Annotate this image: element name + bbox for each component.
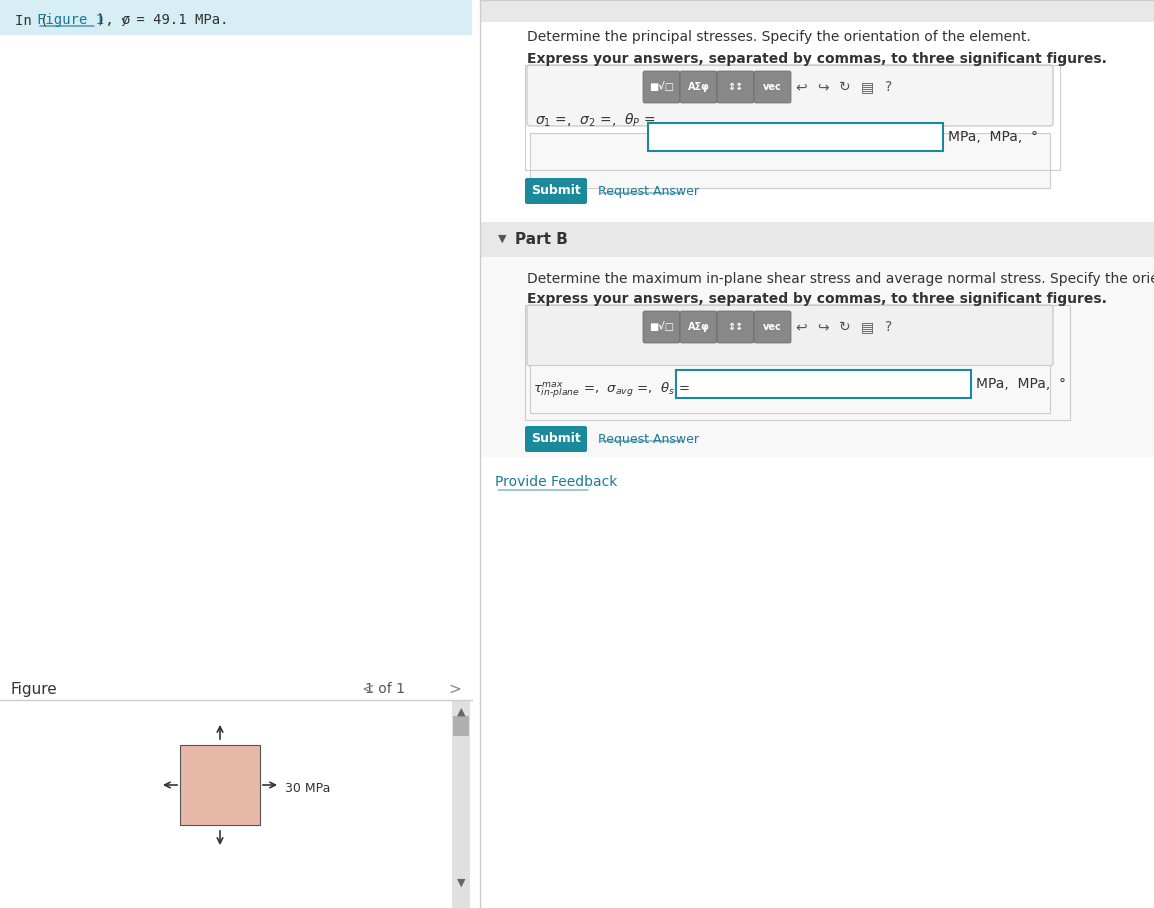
Text: Express your answers, separated by commas, to three significant figures.: Express your answers, separated by comma… <box>527 52 1107 66</box>
Text: Determine the principal stresses. Specify the orientation of the element.: Determine the principal stresses. Specif… <box>527 30 1031 44</box>
FancyBboxPatch shape <box>454 716 469 736</box>
Text: ▼: ▼ <box>499 234 507 244</box>
FancyBboxPatch shape <box>480 222 1154 257</box>
Text: In (: In ( <box>15 13 48 27</box>
Text: ↪: ↪ <box>817 320 829 334</box>
FancyBboxPatch shape <box>527 305 1052 366</box>
Text: Part B: Part B <box>515 232 568 247</box>
Text: <: < <box>361 682 374 697</box>
FancyBboxPatch shape <box>525 178 587 204</box>
Text: Provide Feedback: Provide Feedback <box>495 475 617 489</box>
Text: Determine the maximum in-plane shear stress and average normal stress. Specify t: Determine the maximum in-plane shear str… <box>527 272 1154 286</box>
Text: >: > <box>449 682 462 697</box>
FancyBboxPatch shape <box>643 311 680 343</box>
FancyBboxPatch shape <box>530 133 1050 188</box>
Text: ↩: ↩ <box>795 80 807 94</box>
Text: Submit: Submit <box>531 184 580 198</box>
Text: 30 MPa: 30 MPa <box>285 783 330 795</box>
Text: ↻: ↻ <box>839 80 850 94</box>
FancyBboxPatch shape <box>676 370 971 398</box>
Text: vec: vec <box>763 82 782 92</box>
FancyBboxPatch shape <box>754 311 790 343</box>
Text: Request Answer: Request Answer <box>598 184 699 198</box>
Text: ▤: ▤ <box>861 320 874 334</box>
Text: ⇕↕: ⇕↕ <box>727 82 743 92</box>
FancyBboxPatch shape <box>480 0 1154 22</box>
Text: ↻: ↻ <box>839 320 850 334</box>
FancyBboxPatch shape <box>480 257 1154 457</box>
FancyBboxPatch shape <box>527 65 1052 126</box>
FancyBboxPatch shape <box>525 426 587 452</box>
Text: Figure: Figure <box>10 682 57 697</box>
Text: ■√□: ■√□ <box>649 322 674 332</box>
FancyBboxPatch shape <box>530 365 1050 413</box>
Text: AΣφ: AΣφ <box>688 322 710 332</box>
Text: Figure 1: Figure 1 <box>37 13 104 27</box>
Text: MPa,  MPa,  °: MPa, MPa, ° <box>976 377 1066 391</box>
Text: ▲: ▲ <box>457 707 465 717</box>
Text: ), σ: ), σ <box>97 13 130 27</box>
FancyBboxPatch shape <box>649 123 943 151</box>
Text: Express your answers, separated by commas, to three significant figures.: Express your answers, separated by comma… <box>527 292 1107 306</box>
Text: y: y <box>120 16 127 26</box>
Text: MPa,  MPa,  °: MPa, MPa, ° <box>947 130 1037 144</box>
Text: ■√□: ■√□ <box>649 82 674 92</box>
FancyBboxPatch shape <box>452 700 470 908</box>
Text: 1 of 1: 1 of 1 <box>365 682 405 696</box>
Text: ▼: ▼ <box>457 878 465 888</box>
FancyBboxPatch shape <box>643 71 680 103</box>
FancyBboxPatch shape <box>680 311 717 343</box>
Text: ▤: ▤ <box>861 80 874 94</box>
Text: Submit: Submit <box>531 432 580 446</box>
Text: ↩: ↩ <box>795 320 807 334</box>
FancyBboxPatch shape <box>717 71 754 103</box>
Text: ?: ? <box>885 80 893 94</box>
Text: AΣφ: AΣφ <box>688 82 710 92</box>
FancyBboxPatch shape <box>0 0 472 908</box>
FancyBboxPatch shape <box>717 311 754 343</box>
FancyBboxPatch shape <box>754 71 790 103</box>
Text: ⇕↕: ⇕↕ <box>727 322 743 332</box>
Text: ↪: ↪ <box>817 80 829 94</box>
Text: $\sigma_1$ =,  $\sigma_2$ =,  $\theta_P$ =: $\sigma_1$ =, $\sigma_2$ =, $\theta_P$ = <box>535 112 655 129</box>
FancyBboxPatch shape <box>180 745 260 825</box>
Text: = 49.1 MPa.: = 49.1 MPa. <box>128 13 228 27</box>
Text: vec: vec <box>763 322 782 332</box>
Text: Request Answer: Request Answer <box>598 432 699 446</box>
Text: $\tau^{max}_{in\text{-}plane}$ =,  $\sigma_{avg}$ =,  $\theta_s$ =: $\tau^{max}_{in\text{-}plane}$ =, $\sigm… <box>533 380 690 400</box>
FancyBboxPatch shape <box>0 35 472 908</box>
FancyBboxPatch shape <box>680 71 717 103</box>
Text: ?: ? <box>885 320 893 334</box>
FancyBboxPatch shape <box>0 0 472 35</box>
